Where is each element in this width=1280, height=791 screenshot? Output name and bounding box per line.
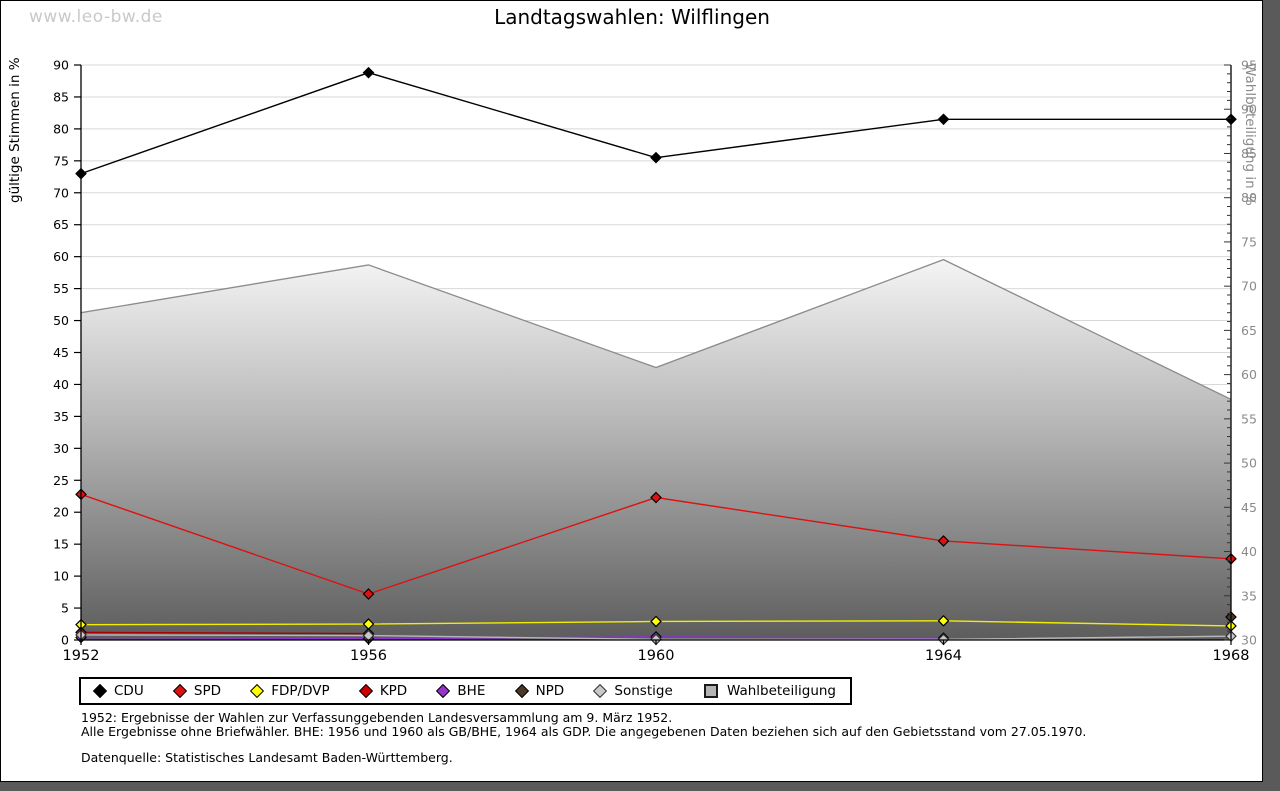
marker-SPD	[937, 535, 950, 547]
turnout-area	[80, 258, 1232, 640]
diamond-swatch	[593, 683, 608, 699]
marker-CDU	[937, 113, 950, 126]
legend-item-KPD: KPD	[358, 683, 408, 699]
left-tick-label: 45	[53, 345, 69, 360]
left-tick-label: 10	[53, 569, 69, 584]
left-tick-label: 55	[53, 281, 69, 296]
right-tick-label: 45	[1241, 500, 1257, 515]
legend: CDU SPD FDP/DVP KPD BHE NPD Sonstige Wahlbeteil…	[79, 677, 852, 705]
right-tick-label: 40	[1241, 544, 1257, 559]
marker-SPD	[650, 491, 662, 504]
diamond-swatch	[436, 683, 451, 699]
legend-item-NPD: NPD	[514, 683, 565, 699]
right-tick-label: 85	[1241, 146, 1257, 161]
axes: 0 5 10 15 20 25 30 35 40 45 50 55 60 65 70 75 80 85 90 30 35…	[53, 58, 1257, 665]
legend-label: KPD	[379, 683, 408, 699]
left-tick-label: 0	[61, 633, 69, 648]
right-tick-label: 30	[1241, 633, 1257, 648]
left-tick-label: 85	[53, 89, 69, 104]
legend-item-SPD: SPD	[172, 683, 222, 699]
turnout-area-outline	[80, 258, 1232, 400]
x-tick-label: 1968	[1213, 648, 1250, 664]
left-tick-label: 25	[53, 473, 69, 488]
legend-item-Sonstige: Sonstige	[593, 683, 673, 699]
right-tick-label: 65	[1241, 323, 1257, 338]
left-tick-label: 75	[53, 153, 69, 168]
left-tick-label: 70	[53, 185, 69, 200]
marker-FDP/DVP	[937, 614, 950, 627]
marker-CDU	[650, 151, 662, 164]
election-chart: 0 5 10 15 20 25 30 35 40 45 50 55 60 65 70 75 80 85 90 30 35…	[7, 57, 1258, 665]
footnote-line-1: 1952: Ergebnisse der Wahlen zur Verfassu…	[81, 710, 673, 725]
right-tick-label: 75	[1241, 234, 1257, 249]
legend-label: FDP/DVP	[271, 683, 330, 699]
x-tick-label: 1956	[350, 648, 387, 664]
x-tick-label: 1960	[638, 648, 675, 664]
series-line-KPD	[80, 631, 369, 635]
footnote-line-2: Alle Ergebnisse ohne Briefwähler. BHE: 1…	[81, 724, 1087, 739]
left-tick-label: 35	[53, 409, 69, 424]
left-tick-label: 30	[53, 441, 69, 456]
right-tick-label: 50	[1241, 456, 1257, 471]
diamond-swatch	[92, 683, 108, 699]
marker-FDP/DVP	[650, 615, 662, 628]
legend-label: Wahlbeteiligung	[726, 683, 836, 699]
legend-label: Sonstige	[614, 683, 673, 699]
right-tick-label: 55	[1241, 411, 1257, 426]
left-axis-title: gültige Stimmen in %	[7, 57, 23, 203]
left-tick-label: 40	[53, 377, 69, 392]
legend-item-Wahlbeteiligung: Wahlbeteiligung	[703, 683, 836, 699]
x-tick-label: 1964	[925, 648, 962, 664]
right-tick-label: 35	[1241, 588, 1257, 603]
footnote-source: Datenquelle: Statistisches Landesamt Bad…	[81, 750, 453, 765]
right-axis-title: Wahlbeteiligung in %	[1242, 63, 1258, 206]
marker-CDU	[362, 66, 375, 79]
turnout-square-swatch	[703, 684, 718, 698]
turnout-area-fill	[81, 259, 1231, 640]
left-tick-label: 50	[53, 313, 69, 328]
diamond-swatch	[358, 683, 373, 699]
legend-label: NPD	[535, 683, 565, 699]
right-tick-label: 70	[1241, 279, 1257, 294]
right-tick-label: 60	[1241, 367, 1257, 382]
right-tick-label: 95	[1241, 58, 1257, 73]
right-tick-label: 90	[1241, 102, 1257, 117]
legend-label: SPD	[193, 683, 222, 699]
marker-SPD	[362, 588, 375, 600]
left-tick-label: 15	[53, 537, 69, 552]
diamond-swatch	[514, 683, 529, 699]
legend-item-BHE: BHE	[436, 683, 486, 699]
page-title: Landtagswahlen: Wilflingen	[494, 5, 770, 29]
chart-card: www.leo-bw.de Landtagswahlen: Wilflingen…	[0, 0, 1263, 782]
left-tick-label: 60	[53, 249, 69, 264]
left-tick-label: 20	[53, 505, 69, 520]
diamond-swatch	[250, 683, 265, 699]
left-tick-label: 5	[61, 601, 69, 616]
legend-label: CDU	[114, 683, 144, 699]
right-tick-label: 80	[1241, 190, 1257, 205]
x-tick-label: 1952	[63, 648, 100, 664]
watermark: www.leo-bw.de	[29, 7, 163, 27]
legend-label: BHE	[457, 683, 486, 699]
left-tick-label: 90	[53, 58, 69, 73]
legend-item-FDP-DVP: FDP/DVP	[250, 683, 330, 699]
legend-item-CDU: CDU	[92, 683, 144, 699]
left-tick-label: 65	[53, 217, 69, 232]
diamond-swatch	[172, 683, 187, 699]
left-tick-label: 80	[53, 121, 69, 136]
